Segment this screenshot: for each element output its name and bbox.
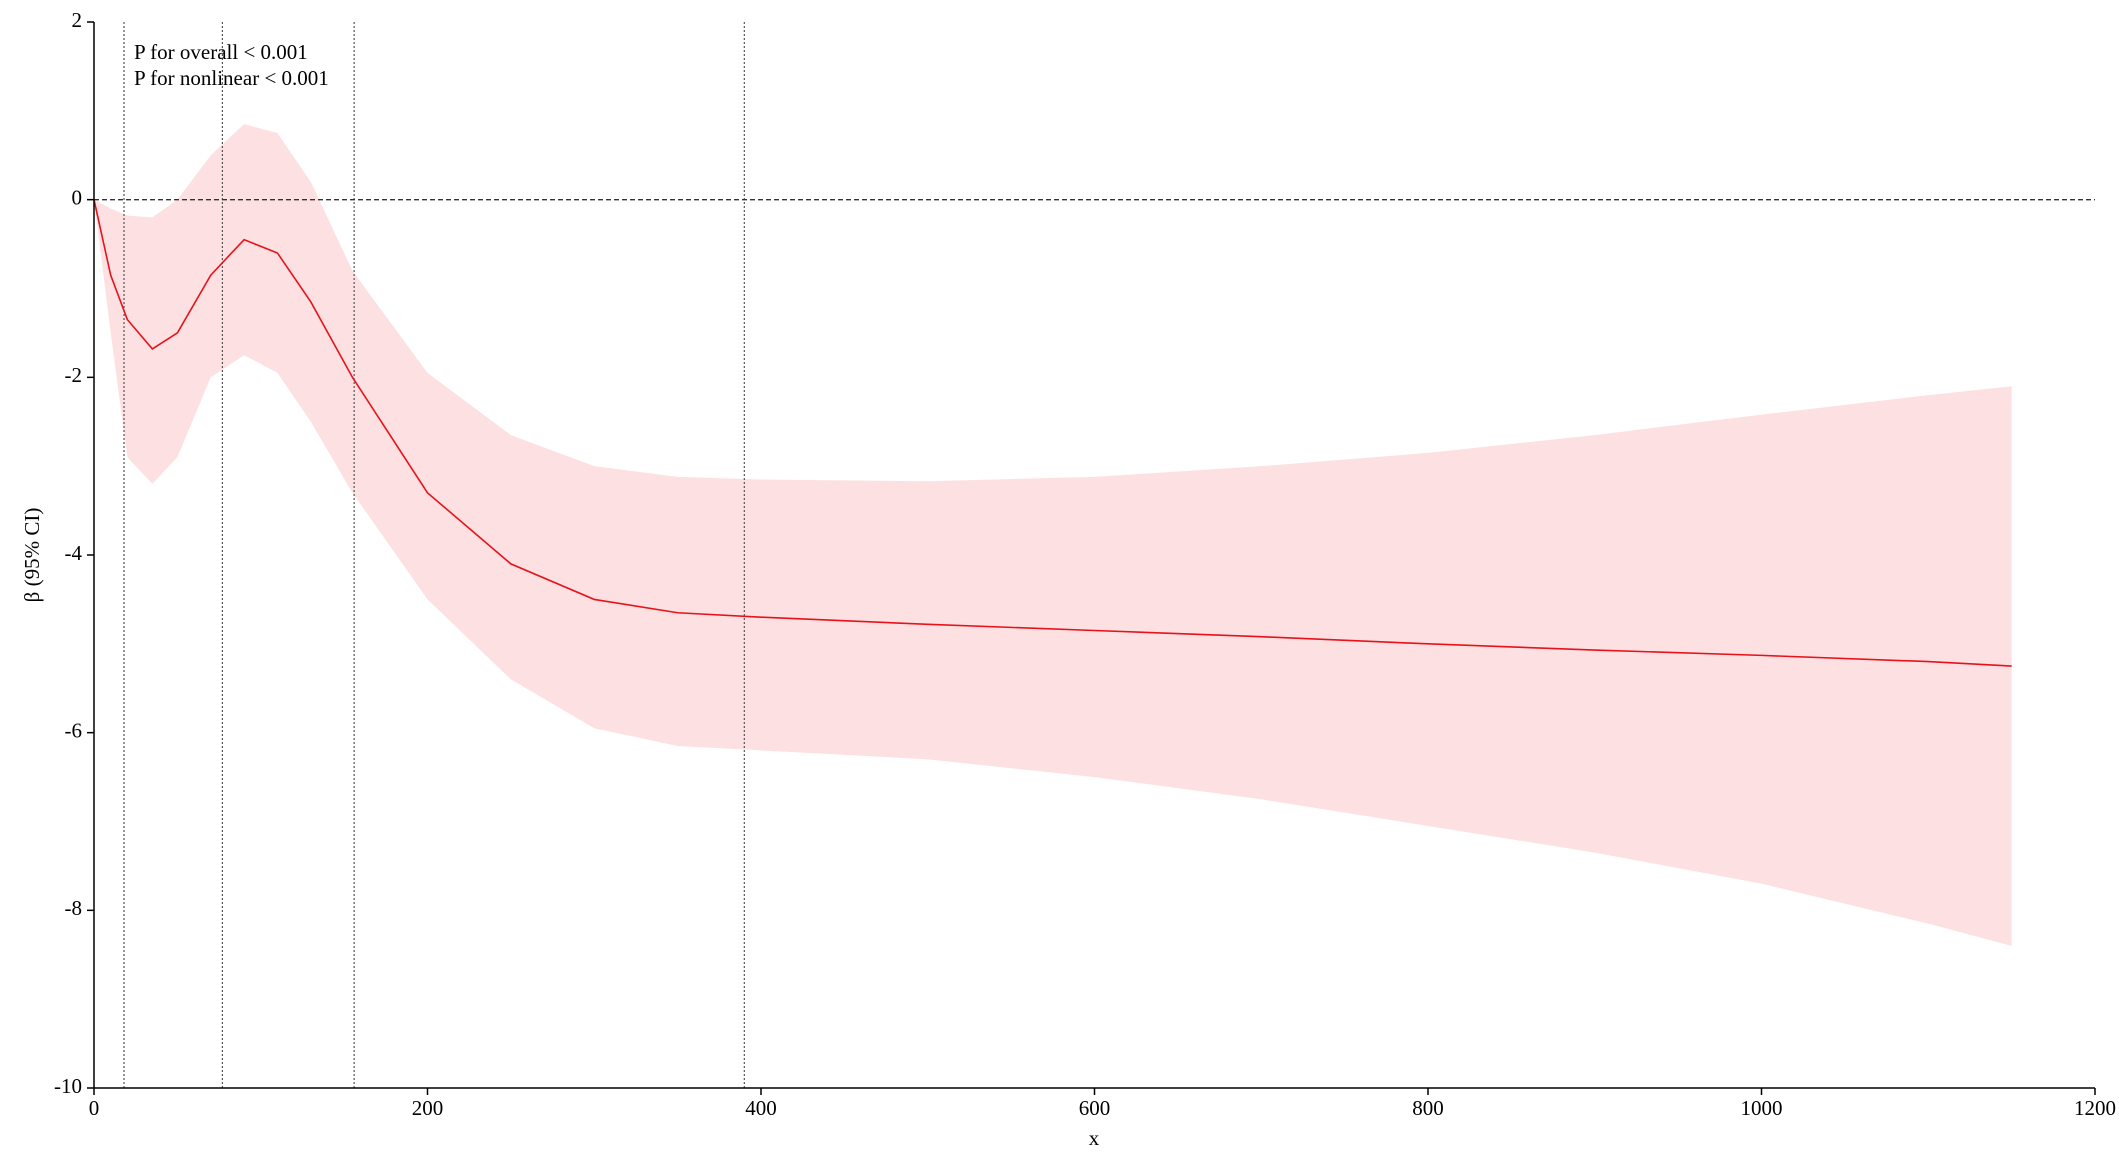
estimate-line	[93, 199, 2012, 667]
x-tick-label: 600	[1079, 1096, 1111, 1120]
x-tick-label: 800	[1412, 1096, 1444, 1120]
y-tick-label: -6	[65, 718, 83, 742]
annotation: P for overall < 0.001	[134, 40, 308, 64]
y-tick-label: -10	[54, 1074, 82, 1098]
y-tick-label: -2	[65, 363, 83, 387]
x-tick-label: 1200	[2074, 1096, 2116, 1120]
y-tick-label: -4	[65, 541, 83, 565]
y-tick-label: 0	[72, 185, 83, 209]
y-axis-label: β (95% CI)	[20, 508, 44, 603]
x-tick-label: 400	[745, 1096, 777, 1120]
annotation: P for nonlinear < 0.001	[134, 66, 329, 90]
x-tick-label: 0	[89, 1096, 100, 1120]
x-axis-label: x	[1089, 1126, 1100, 1150]
y-tick-label: 2	[72, 8, 83, 32]
ci-band	[94, 124, 2012, 946]
x-tick-label: 200	[412, 1096, 444, 1120]
x-tick-label: 1000	[1741, 1096, 1783, 1120]
y-tick-label: -8	[65, 896, 83, 920]
